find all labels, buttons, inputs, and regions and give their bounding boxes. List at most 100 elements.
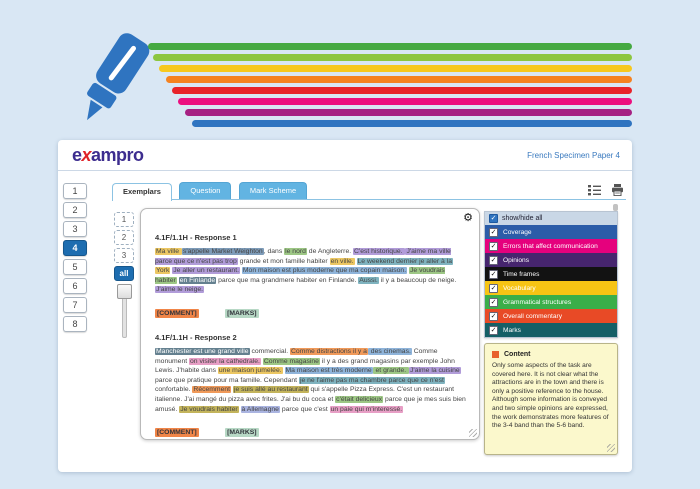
stripe-2: [153, 54, 632, 61]
sidebar-item-q8[interactable]: 8: [63, 316, 87, 332]
legend-item-coverage[interactable]: Coverage: [485, 225, 617, 239]
text-segment: en ville.: [329, 257, 355, 265]
resize-handle-icon[interactable]: [607, 444, 615, 452]
checkbox-icon[interactable]: [489, 269, 498, 279]
marks-button[interactable]: [MARKS]: [225, 308, 259, 318]
checkbox-icon[interactable]: [489, 283, 498, 293]
mini-nav-1[interactable]: 1: [114, 212, 134, 227]
marks-button[interactable]: [MARKS]: [225, 428, 259, 438]
stripe-7: [185, 109, 632, 116]
response-1-text: Ma ville s'appelle Market Weighton, dans…: [155, 247, 467, 295]
highlighter-pen-icon: [87, 33, 150, 121]
response-1-actions: [COMMENT] [MARKS]: [155, 302, 467, 320]
sidebar-item-q1[interactable]: 1: [63, 183, 87, 199]
text-segment: Comme monument: [155, 347, 438, 365]
legend-scrollbar[interactable]: [613, 204, 618, 211]
logo-text: e: [72, 145, 82, 165]
legend-item-time-frames[interactable]: Time frames: [485, 267, 617, 281]
text-segment: grande et mon famille habiter: [237, 257, 330, 265]
content-note-header: Content: [492, 351, 530, 358]
mini-nav-3[interactable]: 3: [114, 248, 134, 263]
zoom-slider-handle[interactable]: [117, 284, 132, 299]
content-note-title: Content: [504, 351, 531, 358]
tab-question[interactable]: Question: [179, 182, 232, 199]
legend-item-marks[interactable]: Marks: [485, 323, 617, 337]
exampro-logo: exampro: [72, 145, 144, 166]
text-segment: il y a des grand magasins par exemple Jo…: [155, 357, 455, 375]
checkbox-icon[interactable]: [489, 214, 498, 223]
text-segment: en Finlande: [178, 276, 217, 284]
stripe-1: [148, 43, 632, 50]
response-2-text: Manchester est une grand ville commercia…: [155, 347, 467, 414]
tab-exemplars[interactable]: Exemplars: [112, 183, 172, 201]
paper-title: French Specimen Paper 4: [527, 151, 620, 160]
sidebar-item-q6[interactable]: 6: [63, 278, 87, 294]
text-segment: un paie qui m'interessé.: [329, 405, 404, 413]
legend-item-opinions[interactable]: Opinions: [485, 253, 617, 267]
checkbox-icon[interactable]: [489, 255, 498, 265]
logo-x: x: [81, 145, 92, 165]
text-segment: parce que c'est: [279, 405, 330, 413]
text-segment: je suis allé au restaurant: [232, 386, 309, 394]
text-segment: Le weekend dernier je aller à la: [356, 257, 453, 265]
stripe-8: [192, 120, 632, 127]
show-hide-all-label: show/hide all: [502, 215, 543, 222]
stripe-6: [178, 98, 632, 105]
mini-nav-2[interactable]: 2: [114, 230, 134, 245]
text-segment: on visiter la cathedrale.: [189, 357, 261, 365]
content-note-body: Only some aspects of the task are covere…: [492, 362, 609, 430]
text-segment: je ne l'aime pas ma chambre parce que ce…: [298, 376, 445, 384]
show-hide-all-toggle[interactable]: show/hide all: [485, 212, 617, 225]
logo-text-rest: ampro: [91, 145, 144, 165]
text-segment: , dans: [263, 248, 285, 255]
text-segment: des cinemas.: [367, 347, 412, 355]
print-icon[interactable]: [611, 184, 624, 197]
gear-icon[interactable]: ⚙: [463, 212, 473, 224]
checkbox-icon[interactable]: [489, 241, 498, 251]
legend-item-grammatical-structures[interactable]: Grammatical structures: [485, 295, 617, 309]
checkbox-icon[interactable]: [489, 325, 498, 335]
text-segment: de Angleterre.: [306, 248, 354, 255]
text-segment: le nord: [284, 248, 307, 255]
text-segment: c'était delicieux: [335, 395, 384, 403]
tab-bar: Exemplars Question Mark Scheme: [112, 182, 626, 201]
responses-card: ⚙ 4.1F/1.1H - Response 1 Ma ville s'appe…: [140, 208, 480, 440]
sidebar-item-q7[interactable]: 7: [63, 297, 87, 313]
text-segment: J'aime la cuisine: [409, 367, 461, 375]
list-view-icon[interactable]: [587, 184, 601, 196]
responses-content: 4.1F/1.1H - Response 1 Ma ville s'appell…: [155, 233, 467, 439]
sidebar-item-q5[interactable]: 5: [63, 259, 87, 275]
text-segment: confortable.: [155, 386, 193, 394]
comment-button[interactable]: [COMMENT]: [155, 428, 199, 438]
legend-item-overall-commentary[interactable]: Overall commentary: [485, 309, 617, 323]
checkbox-icon[interactable]: [489, 297, 498, 307]
highlight-legend: show/hide all Coverage Errors that affec…: [484, 204, 618, 338]
tab-mark-scheme[interactable]: Mark Scheme: [238, 182, 308, 199]
response-2-title: 4.1F/1.1H - Response 2: [155, 332, 237, 342]
comment-button[interactable]: [COMMENT]: [155, 308, 199, 318]
legend-item-errors[interactable]: Errors that affect communication: [485, 239, 617, 253]
text-segment: Manchester est une grand ville: [155, 347, 250, 355]
text-segment: parce que ma grandmere habiter en Finlan…: [216, 276, 359, 284]
text-segment: à Allemagne: [240, 405, 280, 413]
text-segment: Comme magasine: [262, 357, 320, 365]
text-segment: C'est historique.: [353, 248, 406, 255]
text-segment: Je aller un restaurant.: [172, 267, 240, 275]
legend-item-vocabulary[interactable]: Vocabulary: [485, 281, 617, 295]
resize-handle-icon[interactable]: [469, 429, 477, 437]
stripe-4: [166, 76, 632, 83]
stripe-5: [172, 87, 632, 94]
sidebar-item-q4-active[interactable]: 4: [63, 240, 87, 256]
mini-nav-all[interactable]: all: [114, 266, 134, 281]
text-segment: il y a beaucoup de neige.: [378, 276, 457, 284]
checkbox-icon[interactable]: [489, 311, 498, 321]
panel-header: exampro French Specimen Paper 4: [58, 140, 632, 171]
sidebar-item-q3[interactable]: 3: [63, 221, 87, 237]
text-segment: s'appelle Market Weighton: [181, 248, 264, 255]
text-segment: parce que je mes suis bien amusé.: [155, 395, 466, 413]
sidebar-item-q2[interactable]: 2: [63, 202, 87, 218]
checkbox-icon[interactable]: [489, 227, 498, 237]
content-note: Content Only some aspects of the task ar…: [484, 343, 618, 455]
text-segment: et grande.: [372, 367, 410, 375]
